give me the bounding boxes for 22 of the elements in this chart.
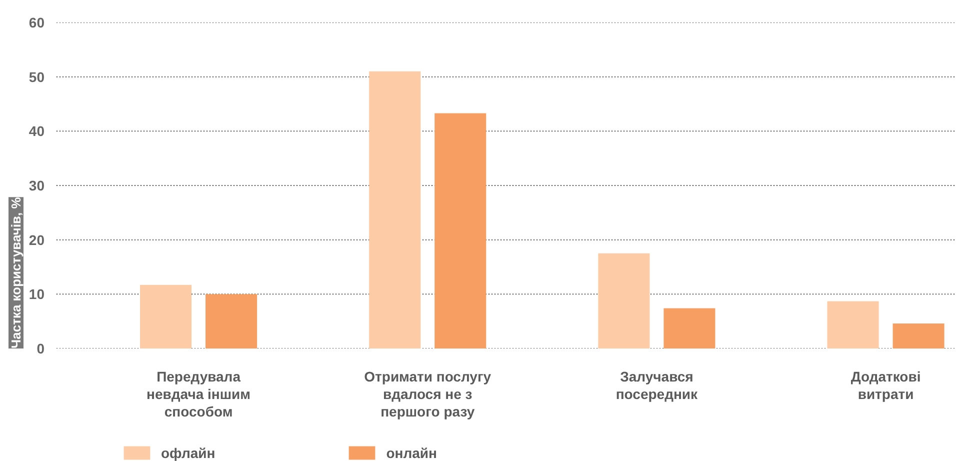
bar	[892, 324, 944, 348]
y-tick-label: 50	[28, 68, 45, 85]
y-tick-label: 30	[28, 178, 45, 194]
legend-label: онлайн	[386, 444, 437, 461]
x-tick-label: Додаткові витрати	[850, 368, 921, 402]
x-tick-label: Отримати послугу вдалося не з першого разу	[364, 368, 492, 420]
bar	[140, 284, 192, 348]
bar	[369, 71, 421, 348]
x-tick-label: Передувала невдача іншим способом	[146, 368, 251, 420]
y-tick-label: 60	[28, 14, 45, 30]
y-tick-label: 0	[36, 340, 45, 356]
x-tick-label: Залучався посередник	[616, 368, 699, 402]
bar	[206, 294, 258, 348]
bar	[664, 308, 716, 348]
bar	[827, 301, 879, 348]
bar	[598, 253, 650, 348]
y-tick-label: 40	[28, 123, 45, 140]
y-axis-title: Частка користувачів, %	[8, 196, 24, 348]
y-tick-label: 20	[28, 232, 45, 248]
legend-label: офлайн	[161, 444, 216, 461]
bar	[434, 113, 486, 348]
y-tick-label: 10	[28, 286, 45, 302]
